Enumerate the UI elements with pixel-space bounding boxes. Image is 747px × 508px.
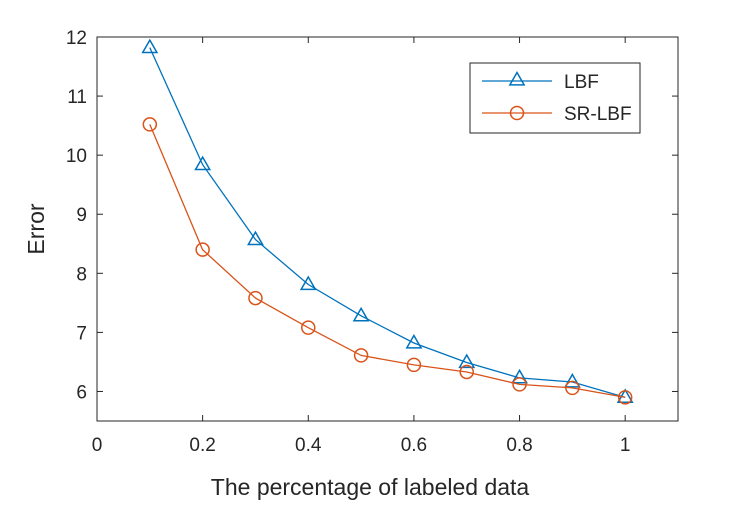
x-axis: 0 0.2 0.4 0.6 0.8 1 xyxy=(92,37,631,456)
series-line-sr-lbf xyxy=(149,124,626,399)
y-axis-title: Error xyxy=(23,203,49,254)
data-point-sr-lbf xyxy=(195,242,210,257)
data-point-sr-lbf xyxy=(459,364,474,380)
series-line-lbf xyxy=(149,47,626,399)
data-point-lbf xyxy=(511,368,528,384)
data-point-sr-lbf xyxy=(512,377,527,392)
x-axis-title: The percentage of labeled data xyxy=(211,474,530,500)
y-tick-label: 6 xyxy=(76,382,87,403)
data-point-sr-lbf xyxy=(248,290,263,306)
data-point-lbf xyxy=(299,275,317,291)
legend-marker-sr-lbf xyxy=(509,105,525,121)
y-tick-label: 12 xyxy=(66,28,87,49)
legend-box xyxy=(469,62,641,134)
x-tick-label: 0.8 xyxy=(506,435,532,456)
y-tick-label: 7 xyxy=(76,323,87,344)
data-point-lbf xyxy=(247,230,264,246)
x-tick-label: 0.2 xyxy=(189,435,215,456)
legend: LBF SR-LBF xyxy=(469,62,641,134)
x-tick-label: 1 xyxy=(620,435,631,456)
data-point-sr-lbf xyxy=(142,117,158,132)
data-point-sr-lbf xyxy=(301,320,316,335)
data-point-sr-lbf xyxy=(406,357,422,373)
data-point-lbf xyxy=(194,155,212,171)
data-point-sr-lbf xyxy=(617,390,633,405)
y-tick-label: 11 xyxy=(67,87,87,108)
y-tick-label: 9 xyxy=(76,205,87,226)
data-point-sr-lbf xyxy=(353,348,369,363)
data-point-lbf xyxy=(616,388,634,403)
data-point-lbf xyxy=(141,38,159,54)
y-tick-label: 8 xyxy=(76,264,87,285)
plot-frame xyxy=(96,36,679,422)
data-point-lbf xyxy=(352,306,370,322)
legend-label-sr-lbf: SR-LBF xyxy=(564,104,632,125)
legend-marker-lbf xyxy=(508,70,526,86)
series-layer xyxy=(141,38,634,405)
y-tick-label: 10 xyxy=(66,146,87,167)
x-tick-label: 0.6 xyxy=(401,435,427,456)
x-tick-label: 0 xyxy=(92,435,103,456)
data-point-lbf xyxy=(563,373,581,388)
data-point-sr-lbf xyxy=(565,380,580,396)
x-tick-label: 0.4 xyxy=(295,435,322,456)
legend-label-lbf: LBF xyxy=(564,72,599,93)
y-axis: 6 7 8 9 10 11 12 xyxy=(66,28,678,403)
data-point-lbf xyxy=(405,334,423,349)
data-point-lbf xyxy=(458,353,476,369)
